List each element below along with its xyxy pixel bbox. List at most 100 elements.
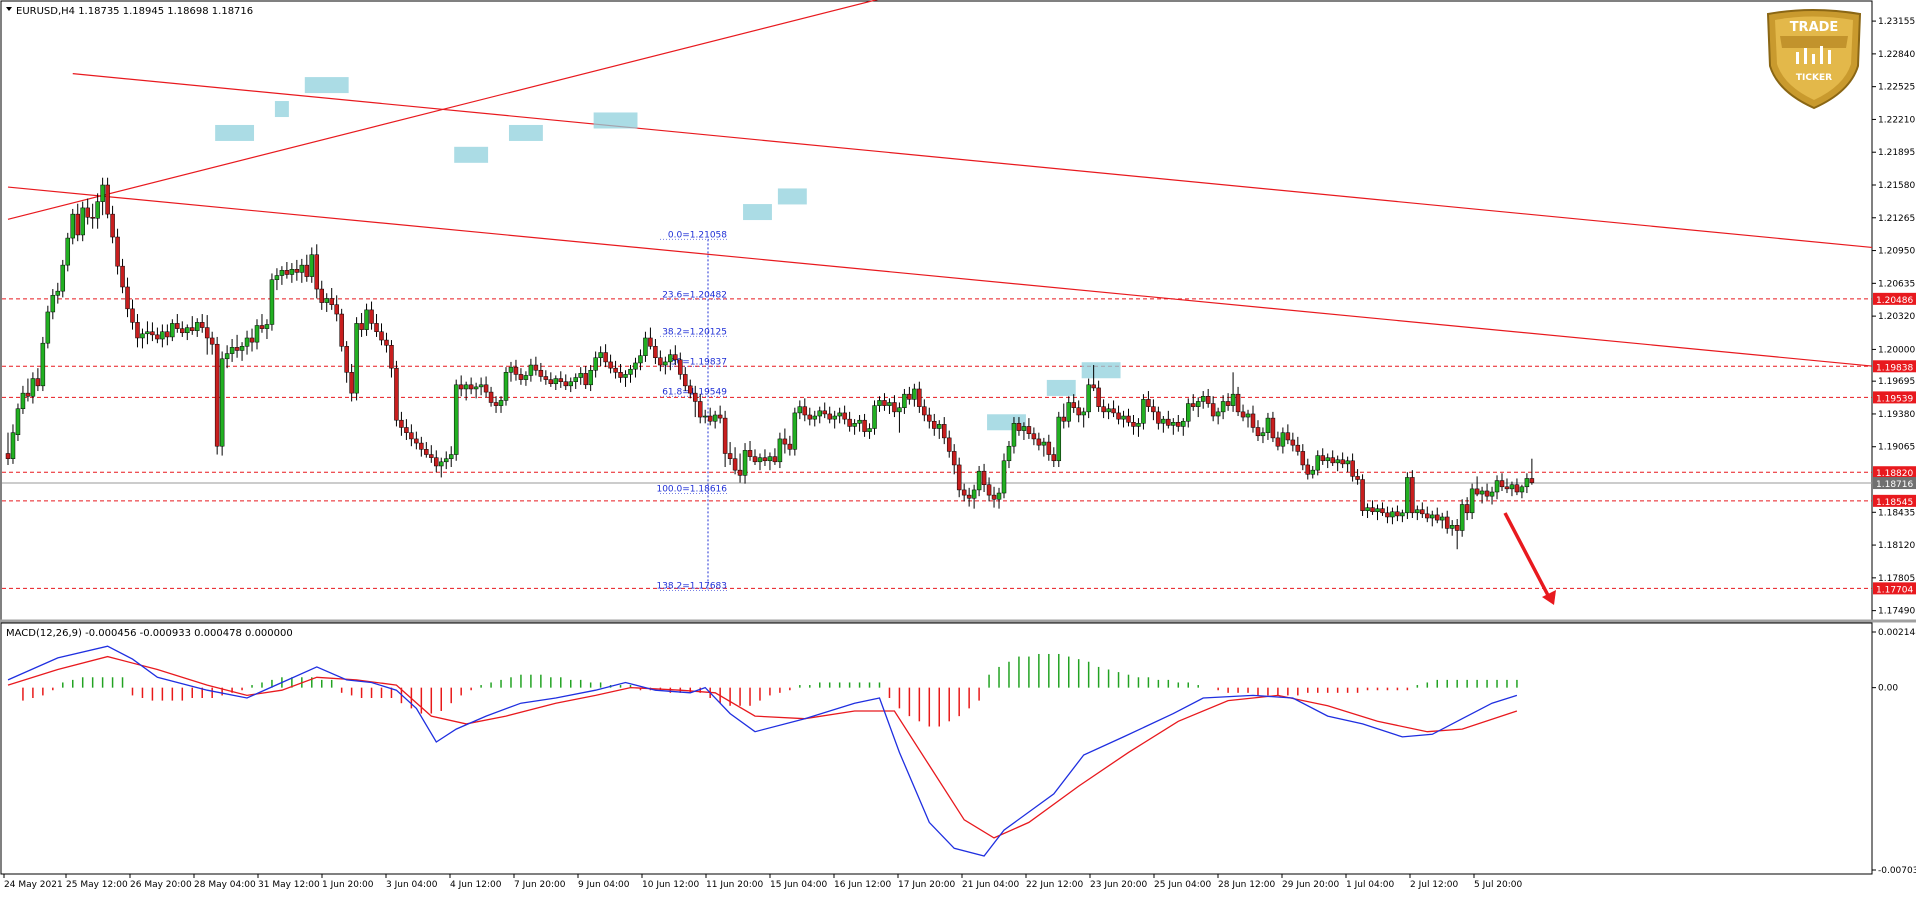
candle-body <box>1220 401 1226 413</box>
candle-body <box>837 412 842 417</box>
time-tick-label: 10 Jun 12:00 <box>642 880 699 890</box>
candle-body <box>857 419 862 424</box>
candle-body <box>1519 486 1525 493</box>
candle-body <box>608 361 613 369</box>
candle-body <box>822 410 827 415</box>
candle-body <box>638 355 643 364</box>
candle-body <box>1370 507 1375 513</box>
trendlines <box>7 0 1873 367</box>
candle-body <box>966 494 972 499</box>
candle-body <box>996 492 1002 500</box>
candle-body <box>1235 393 1241 413</box>
candle-body <box>309 254 315 277</box>
candle-body <box>1210 403 1216 417</box>
candle-body <box>488 391 494 403</box>
highlight-zone <box>1081 362 1121 379</box>
fib-level-label: 100.0=1.18616 <box>656 484 727 494</box>
candle-body <box>912 388 917 400</box>
candle-body <box>334 304 339 315</box>
candle-body <box>523 375 529 380</box>
candle-body <box>513 366 519 375</box>
candle-body <box>90 217 95 219</box>
candle-body <box>548 379 554 385</box>
candle-body <box>234 347 240 351</box>
fib-level-label: 138.2=1.17683 <box>656 582 727 592</box>
candle-body <box>832 415 837 420</box>
candle-body <box>737 469 743 476</box>
candle-body <box>468 384 474 390</box>
candle-body <box>802 406 808 416</box>
candle-body <box>329 298 334 305</box>
symbol-info: EURUSD,H4 1.18735 1.18945 1.18698 1.1871… <box>16 6 253 17</box>
candle-body <box>1410 477 1415 514</box>
candle-body <box>578 373 583 378</box>
candle-body <box>1390 511 1395 518</box>
candle-body <box>902 393 907 408</box>
price-tick-label: 1.20320 <box>1878 312 1915 322</box>
candle-body <box>892 402 897 413</box>
highlight-zone <box>593 112 638 129</box>
time-tick-label: 7 Jun 20:00 <box>514 880 566 890</box>
candle-body <box>658 357 663 366</box>
candle-body <box>384 339 389 346</box>
highlight-zone <box>777 188 807 205</box>
candle-body <box>1230 393 1236 406</box>
candle-body <box>264 324 270 329</box>
macd-signal-line <box>7 655 1518 839</box>
price-tick-label: 1.18120 <box>1878 541 1915 551</box>
candle-body <box>448 454 454 459</box>
candle-body <box>1086 384 1091 413</box>
candle-body <box>1425 513 1430 519</box>
candle-body <box>678 359 683 375</box>
time-tick-label: 5 Jul 20:00 <box>1474 880 1523 890</box>
candle-body <box>199 322 205 328</box>
candle-body <box>443 458 449 463</box>
dropdown-triangle-icon[interactable] <box>6 7 12 11</box>
candle-body <box>65 237 71 266</box>
candle-body <box>160 331 165 340</box>
candle-body <box>1046 441 1052 455</box>
candle-body <box>1375 508 1380 513</box>
candle-body <box>842 412 847 420</box>
candle-body <box>1106 408 1111 413</box>
candle-body <box>1205 396 1211 404</box>
price-tick-label: 1.21895 <box>1878 148 1915 158</box>
price-tick-label: 1.17490 <box>1878 607 1915 617</box>
candle-body <box>1330 457 1335 464</box>
highlight-zone <box>454 146 489 163</box>
candle-body <box>1260 432 1266 437</box>
candle-body <box>204 327 210 339</box>
candle-body <box>1240 411 1246 418</box>
candle-body <box>259 325 265 329</box>
candle-body <box>15 408 21 436</box>
candle-body <box>344 346 349 373</box>
candle-body <box>244 337 250 347</box>
candle-body <box>1320 455 1325 462</box>
candle-body <box>1225 401 1231 406</box>
candle-body <box>249 337 255 343</box>
candle-body <box>1479 490 1485 495</box>
highlight-zones <box>215 77 1121 431</box>
candle-body <box>1420 509 1425 515</box>
candle-body <box>762 457 768 462</box>
candle-body <box>1051 454 1057 462</box>
candle-body <box>882 400 887 406</box>
candle-body <box>1186 403 1191 422</box>
candle-body <box>1166 418 1171 426</box>
fibonacci-tool[interactable]: 0.0=1.21058 23.6=1.20482 38.2=1.20125 50=1.… <box>656 230 728 592</box>
candle-body <box>583 373 588 386</box>
candle-body <box>1176 422 1181 427</box>
current-price-label: 1.18716 <box>1876 480 1913 490</box>
candle-body <box>897 407 902 413</box>
candle-body <box>907 393 912 400</box>
candle-body <box>1280 432 1286 447</box>
candle-body <box>1435 514 1440 521</box>
candle-body <box>369 309 374 324</box>
candle-body <box>727 453 733 459</box>
candle-body <box>1061 416 1067 422</box>
trendline-3 <box>7 186 1873 367</box>
candle-body <box>986 484 992 496</box>
candle-body <box>175 323 180 329</box>
candle-body <box>797 406 803 414</box>
